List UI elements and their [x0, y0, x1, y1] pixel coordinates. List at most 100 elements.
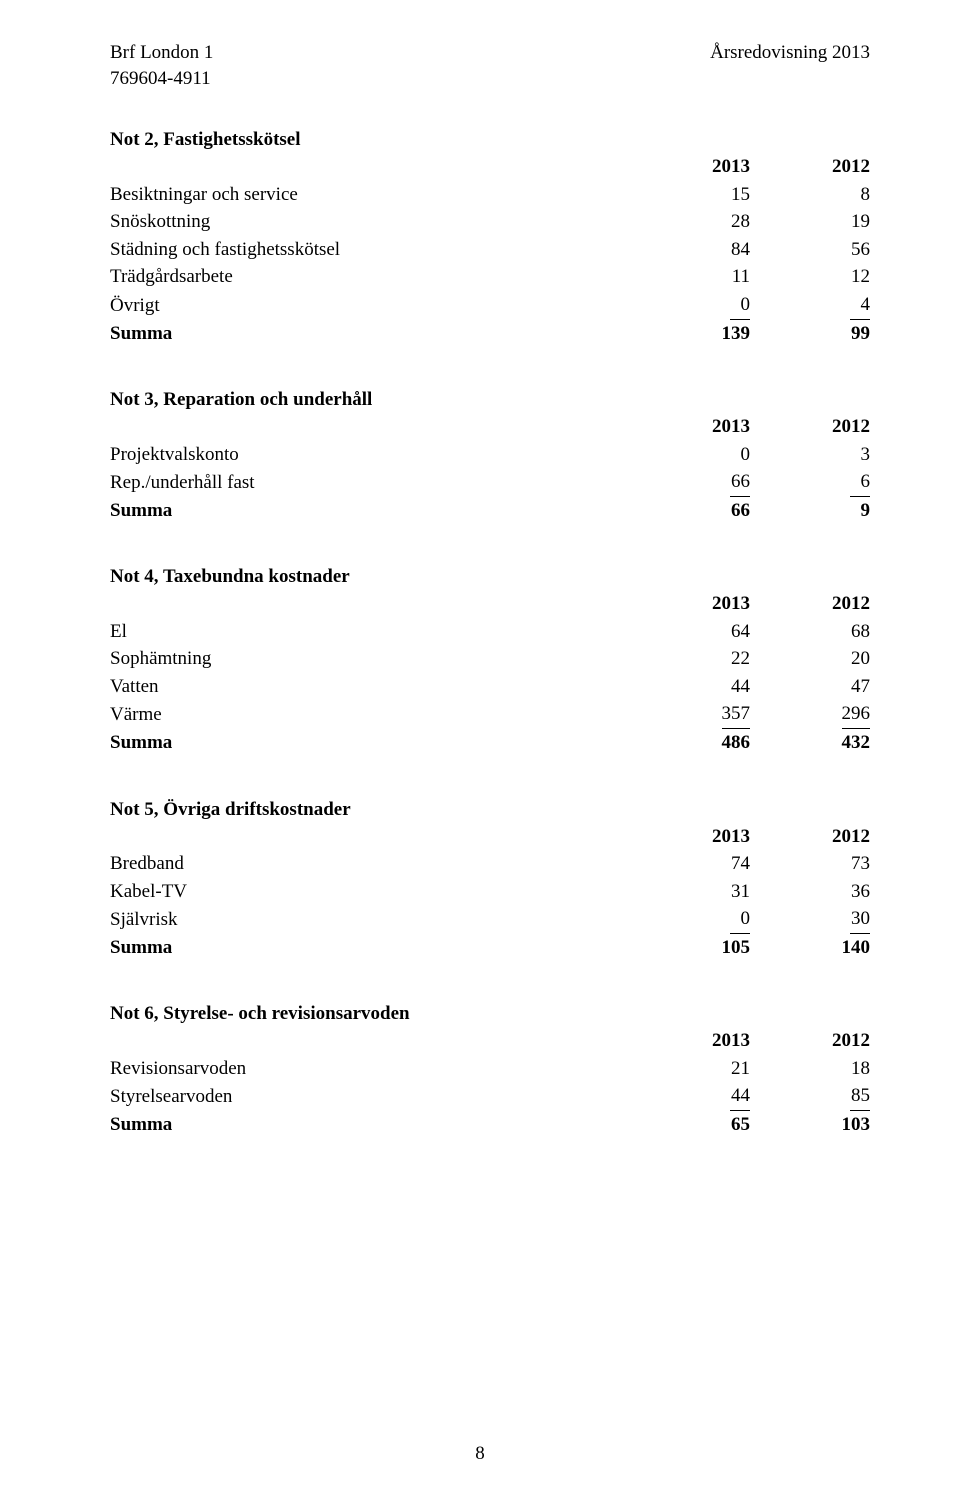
- note-section: Not 3, Reparation och underhåll20132012P…: [110, 389, 870, 524]
- sum-label: Summa: [110, 934, 630, 962]
- row-label: Projektvalskonto: [110, 441, 630, 469]
- row-label: Övrigt: [110, 291, 630, 320]
- sum-value-b: 103: [750, 1111, 870, 1139]
- section-title: Not 2, Fastighetsskötsel: [110, 129, 870, 151]
- cell-value: 84: [730, 236, 750, 264]
- cell-value: 4: [850, 291, 870, 320]
- row-value-b: 73: [750, 850, 870, 878]
- sum-label: Summa: [110, 729, 630, 757]
- row-value-a: 66: [630, 468, 750, 497]
- table-header-blank: [110, 153, 630, 181]
- note-section: Not 5, Övriga driftskostnader20132012Bre…: [110, 799, 870, 962]
- row-value-a: 11: [630, 263, 750, 291]
- financial-table: 20132012Revisionsarvoden2118Styrelsearvo…: [110, 1027, 870, 1138]
- year-col-b: 2012: [750, 413, 870, 441]
- sum-value-a: 486: [630, 729, 750, 757]
- table-row: Bredband74 73: [110, 850, 870, 878]
- cell-value: 47: [850, 673, 870, 701]
- row-label: Bredband: [110, 850, 630, 878]
- cell-value: 0: [730, 441, 750, 469]
- header-right: Årsredovisning 2013: [710, 40, 870, 91]
- page-header: Brf London 1 769604-4911 Årsredovisning …: [110, 40, 870, 91]
- row-value-b: 47: [750, 673, 870, 701]
- sections: Not 2, Fastighetsskötsel20132012Besiktni…: [110, 129, 870, 1138]
- sum-value-b: 140: [750, 934, 870, 962]
- row-label: Snöskottning: [110, 208, 630, 236]
- row-value-a: 357: [630, 700, 750, 729]
- sum-value-a: 65: [630, 1111, 750, 1139]
- table-header-row: 20132012: [110, 153, 870, 181]
- sum-label: Summa: [110, 497, 630, 525]
- row-value-a: 44: [630, 673, 750, 701]
- table-row: Trädgårdsarbete1112: [110, 263, 870, 291]
- cell-value: 0: [730, 905, 750, 934]
- cell-value: 18: [850, 1055, 870, 1083]
- cell-value: 64: [730, 618, 750, 646]
- table-row: Besiktningar och service158: [110, 181, 870, 209]
- row-value-a: 31: [630, 878, 750, 906]
- row-value-b: 18: [750, 1055, 870, 1083]
- section-title: Not 6, Styrelse- och revisionsarvoden: [110, 1003, 870, 1025]
- sum-value-b: 432: [750, 729, 870, 757]
- row-label: Värme: [110, 700, 630, 729]
- cell-value: 31: [730, 878, 750, 906]
- sum-value-a: 139: [630, 320, 750, 348]
- page: Brf London 1 769604-4911 Årsredovisning …: [0, 0, 960, 1505]
- table-header-row: 20132012: [110, 590, 870, 618]
- year-col-a: 2013: [630, 590, 750, 618]
- year-col-b: 2012: [750, 823, 870, 851]
- cell-value: 21: [730, 1055, 750, 1083]
- table-row: Självrisk 0 30: [110, 905, 870, 934]
- row-label: Självrisk: [110, 905, 630, 934]
- sum-value-a: 105: [630, 934, 750, 962]
- row-label: Städning och fastighetsskötsel: [110, 236, 630, 264]
- row-label: Kabel-TV: [110, 878, 630, 906]
- financial-table: 20132012Bredband7473Kabel-TV3136Självris…: [110, 823, 870, 962]
- table-row: Styrelsearvoden4485: [110, 1082, 870, 1111]
- table-row: Projektvalskonto03: [110, 441, 870, 469]
- cell-value: 0: [730, 291, 750, 320]
- cell-value: 357: [722, 700, 751, 729]
- cell-value: 44: [730, 673, 750, 701]
- cell-value: 30: [850, 905, 870, 934]
- row-value-b: 12: [750, 263, 870, 291]
- row-value-b: 19: [750, 208, 870, 236]
- cell-value: 44: [730, 1082, 750, 1111]
- table-header-blank: [110, 590, 630, 618]
- section-title: Not 4, Taxebundna kostnader: [110, 566, 870, 588]
- row-value-a: 84: [630, 236, 750, 264]
- row-value-b: 85: [750, 1082, 870, 1111]
- table-row: Revisionsarvoden 21 18: [110, 1055, 870, 1083]
- cell-value: 56: [850, 236, 870, 264]
- cell-value: 20: [850, 645, 870, 673]
- cell-value: 11: [730, 263, 750, 291]
- sum-value-b: 99: [750, 320, 870, 348]
- row-value-a: 22: [630, 645, 750, 673]
- row-value-b: 36: [750, 878, 870, 906]
- row-value-a: 21: [630, 1055, 750, 1083]
- note-section: Not 6, Styrelse- och revisionsarvoden201…: [110, 1003, 870, 1138]
- sum-row: Summa669: [110, 497, 870, 525]
- sum-label: Summa: [110, 1111, 630, 1139]
- cell-value: 85: [850, 1082, 870, 1111]
- year-col-a: 2013: [630, 823, 750, 851]
- row-value-b: 4: [750, 291, 870, 320]
- sum-value-a: 66: [630, 497, 750, 525]
- row-value-b: 296: [750, 700, 870, 729]
- cell-value: 73: [850, 850, 870, 878]
- cell-value: 66: [730, 468, 750, 497]
- row-label: Sophämtning: [110, 645, 630, 673]
- row-value-a: 0: [630, 291, 750, 320]
- row-value-a: 74: [630, 850, 750, 878]
- row-value-b: 30: [750, 905, 870, 934]
- cell-value: 68: [850, 618, 870, 646]
- sum-row: Summa13999: [110, 320, 870, 348]
- row-label: Rep./underhåll fast: [110, 468, 630, 497]
- row-value-a: 44: [630, 1082, 750, 1111]
- table-row: Vatten4447: [110, 673, 870, 701]
- cell-value: 22: [730, 645, 750, 673]
- org-number: 769604-4911: [110, 66, 213, 92]
- table-row: Snöskottning2819: [110, 208, 870, 236]
- org-name: Brf London 1: [110, 40, 213, 66]
- row-label: Revisionsarvoden: [110, 1055, 630, 1083]
